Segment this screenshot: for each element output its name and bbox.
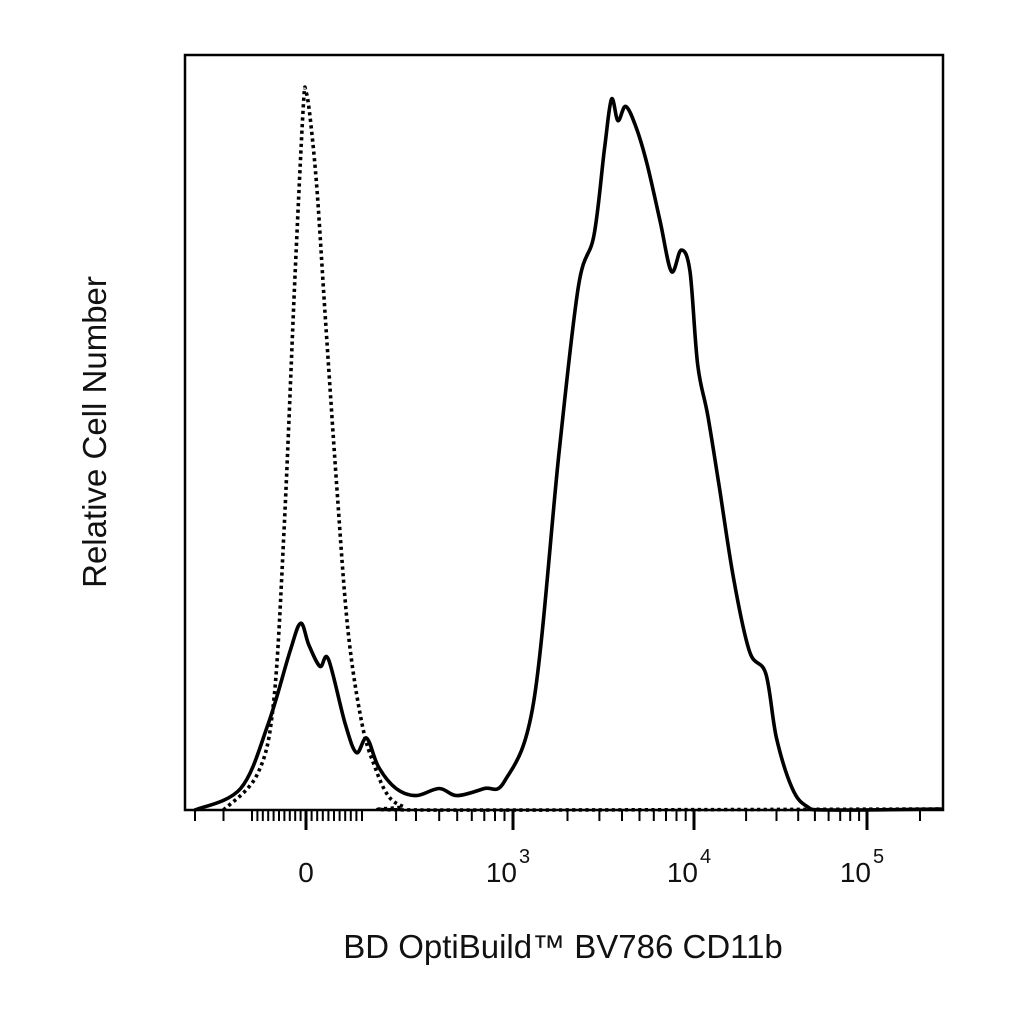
x-tick-label: 0: [298, 857, 314, 888]
series-layer: [193, 85, 943, 812]
tick-label-layer: 0 10 3 10 4 10 5: [298, 846, 884, 888]
stained-sample-curve: [193, 96, 943, 812]
plot-frame: [183, 53, 945, 812]
isotype-control-curve: [222, 85, 942, 812]
x-tick-exponent: 4: [700, 846, 711, 868]
x-tick-label: 10: [486, 857, 517, 888]
x-axis-title: BD OptiBuild™ BV786 CD11b: [343, 928, 783, 965]
major-tick-layer: [304, 810, 869, 830]
x-tick-exponent: 3: [519, 846, 530, 868]
x-tick-label: 10: [840, 857, 871, 888]
y-axis-title: Relative Cell Number: [76, 276, 113, 588]
x-tick-label: 10: [667, 857, 698, 888]
x-tick-exponent: 5: [873, 846, 884, 868]
minor-tick-layer: [194, 810, 921, 821]
